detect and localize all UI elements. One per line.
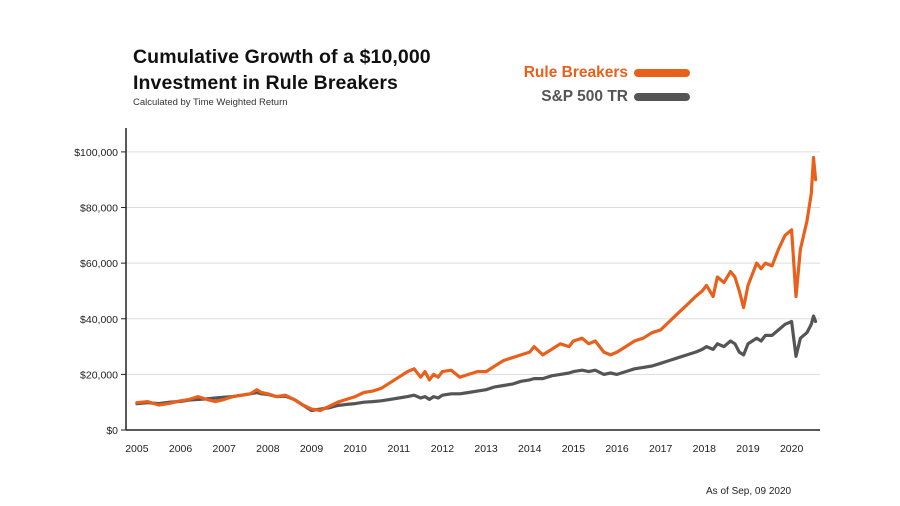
legend-item-sp500: S&P 500 TR: [541, 88, 690, 106]
x-tick-label: 2008: [256, 443, 280, 455]
y-tick-label: $100,000: [74, 147, 118, 159]
x-tick-label: 2020: [780, 443, 804, 455]
x-tick-label: 2019: [736, 443, 760, 455]
x-tick-label: 2010: [343, 443, 367, 455]
legend-item-rule-breakers: Rule Breakers: [524, 64, 690, 82]
x-tick-label: 2018: [693, 443, 717, 455]
x-tick-label: 2011: [388, 443, 411, 455]
legend-swatch-rule-breakers: [634, 69, 690, 77]
x-tick-label: 2007: [213, 443, 237, 455]
x-tick-label: 2015: [562, 443, 586, 455]
x-tick-label: 2009: [300, 443, 324, 455]
x-tick-label: 2012: [431, 443, 455, 455]
as-of-date: As of Sep, 09 2020: [706, 486, 792, 497]
axes: [121, 128, 820, 431]
chart-title: Cumulative Growth of a $10,000 Investmen…: [133, 44, 431, 96]
series-lines: [135, 155, 818, 413]
y-tick-label: $80,000: [80, 203, 118, 215]
y-tick-label: $0: [106, 425, 118, 437]
chart-subtitle: Calculated by Time Weighted Return: [133, 97, 288, 108]
x-tick-labels: 2005 2006 2007 2008 2009 2010 2011 2012 2013 2014…: [125, 443, 803, 455]
x-tick-label: 2013: [474, 443, 498, 455]
y-tick-label: $40,000: [80, 314, 118, 326]
chart-title-line-2: Investment in Rule Breakers: [133, 72, 398, 94]
y-tick-labels: $0 $20,000 $40,000 $60,000 $80,000 $100,000: [74, 147, 118, 437]
legend-label-sp500: S&P 500 TR: [541, 88, 628, 105]
chart-title-line-1: Cumulative Growth of a $10,000: [133, 46, 431, 68]
x-tick-label: 2014: [518, 443, 542, 455]
legend-label-rule-breakers: Rule Breakers: [523, 64, 628, 81]
y-tick-label: $60,000: [80, 258, 118, 270]
gridlines: [126, 151, 820, 375]
x-tick-label: 2016: [605, 443, 629, 455]
x-tick-label: 2017: [649, 443, 673, 455]
series-line-rule-breakers: [135, 155, 818, 413]
x-tick-label: 2005: [125, 443, 149, 455]
x-tick-label: 2006: [169, 443, 193, 455]
y-tick-label: $20,000: [80, 369, 118, 381]
legend-swatch-sp500: [634, 93, 690, 101]
